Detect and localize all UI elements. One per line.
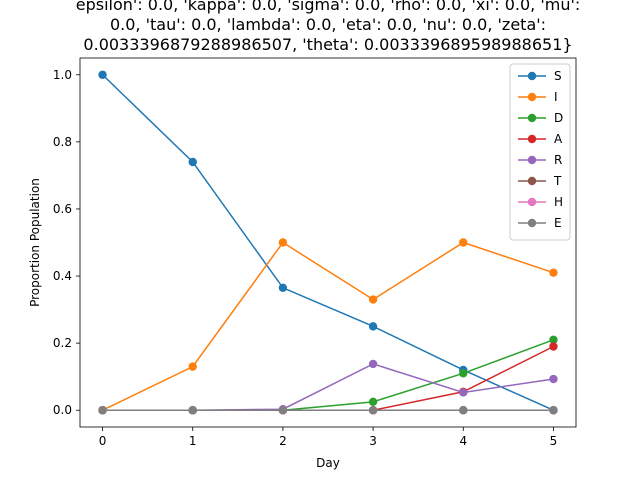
- x-tick-label: 0: [99, 434, 107, 448]
- series-E: [98, 406, 558, 415]
- legend-item-I: I: [518, 90, 558, 104]
- y-tick-label: 0.6: [53, 202, 72, 216]
- legend-label-R: R: [554, 153, 562, 167]
- legend-marker-S: [527, 71, 537, 81]
- legend-item-D: D: [518, 111, 563, 125]
- data-point-E: [278, 406, 288, 415]
- data-point-I: [459, 238, 468, 247]
- data-point-I: [278, 238, 288, 247]
- legend-box: [509, 63, 571, 241]
- series-D: [98, 335, 558, 415]
- y-tick-label: 0.4: [53, 269, 72, 283]
- data-point-S: [278, 283, 288, 292]
- data-point-E: [98, 406, 107, 415]
- x-axis-label: Day: [316, 456, 340, 470]
- x-tick-label: 5: [550, 434, 558, 448]
- series-line-A: [102, 345, 554, 411]
- y-tick-label: 0.8: [53, 135, 72, 149]
- data-point-I: [368, 295, 378, 304]
- data-point-S: [188, 157, 197, 167]
- legend-marker-T: [527, 176, 537, 186]
- legend-item-E: E: [518, 216, 562, 230]
- data-point-A: [549, 342, 558, 351]
- legend-label-A: A: [554, 132, 563, 146]
- series-line-R: [102, 363, 554, 411]
- legend-marker-H: [527, 197, 537, 207]
- chart-title: epsilon': 0.0, 'kappa': 0.0, 'sigma': 0.…: [76, 0, 581, 54]
- legend-marker-I: [527, 92, 537, 102]
- chart-title-line: 0.0, 'tau': 0.0, 'lambda': 0.0, 'eta': 0…: [110, 15, 546, 34]
- plot-area: 0 1 2 3 4 5 0.0 0.2 0.4 0.6 0.8 1.0 Day Proportion Po…: [28, 57, 577, 470]
- chart-title-line: epsilon': 0.0, 'kappa': 0.0, 'sigma': 0.…: [76, 0, 581, 14]
- y-axis-label: Proportion Population: [28, 178, 42, 307]
- data-point-S: [368, 322, 378, 331]
- y-tick-label: 0.2: [53, 336, 72, 350]
- x-tick-label: 4: [459, 434, 467, 448]
- data-point-R: [368, 359, 378, 369]
- x-tick-label: 2: [279, 434, 287, 448]
- chart-title-line: 0.003339687928898650​7, 'theta': 0.00333…: [83, 35, 572, 54]
- legend-label-S: S: [554, 69, 562, 83]
- y-tick-label: 0.0: [53, 403, 72, 417]
- data-point-I: [549, 268, 558, 277]
- y-tick-label: 1.0: [53, 68, 72, 82]
- axes-frame: [79, 57, 577, 428]
- x-tick-label: 3: [369, 434, 377, 448]
- data-point-S: [98, 70, 107, 79]
- data-point-R: [549, 374, 558, 384]
- legend-item-T: T: [518, 174, 562, 188]
- data-point-E: [188, 406, 197, 415]
- legend-marker-D: [527, 113, 537, 123]
- data-point-I: [188, 362, 197, 371]
- legend-marker-R: [527, 155, 537, 165]
- legend-label-E: E: [554, 216, 562, 230]
- legend-item-S: S: [518, 69, 562, 83]
- x-tick-label: 1: [189, 434, 197, 448]
- legend-label-T: T: [553, 174, 562, 188]
- series-line-S: [102, 74, 554, 411]
- legend-label-I: I: [554, 90, 558, 104]
- data-point-D: [459, 369, 468, 378]
- legend-item-R: R: [518, 153, 562, 167]
- data-point-D: [368, 397, 378, 407]
- data-point-D: [549, 335, 558, 344]
- legend-label-H: H: [554, 195, 563, 209]
- legend-item-A: A: [518, 132, 563, 146]
- data-point-E: [368, 406, 378, 415]
- series-line-D: [102, 339, 554, 411]
- series-S: [98, 70, 558, 415]
- legend-label-D: D: [554, 111, 563, 125]
- legend-marker-A: [527, 134, 537, 144]
- legend-item-H: H: [518, 195, 563, 209]
- data-point-E: [459, 406, 468, 415]
- data-point-E: [549, 406, 558, 415]
- series-line-I: [102, 241, 554, 411]
- data-point-R: [459, 388, 468, 397]
- legend-marker-E: [527, 218, 537, 228]
